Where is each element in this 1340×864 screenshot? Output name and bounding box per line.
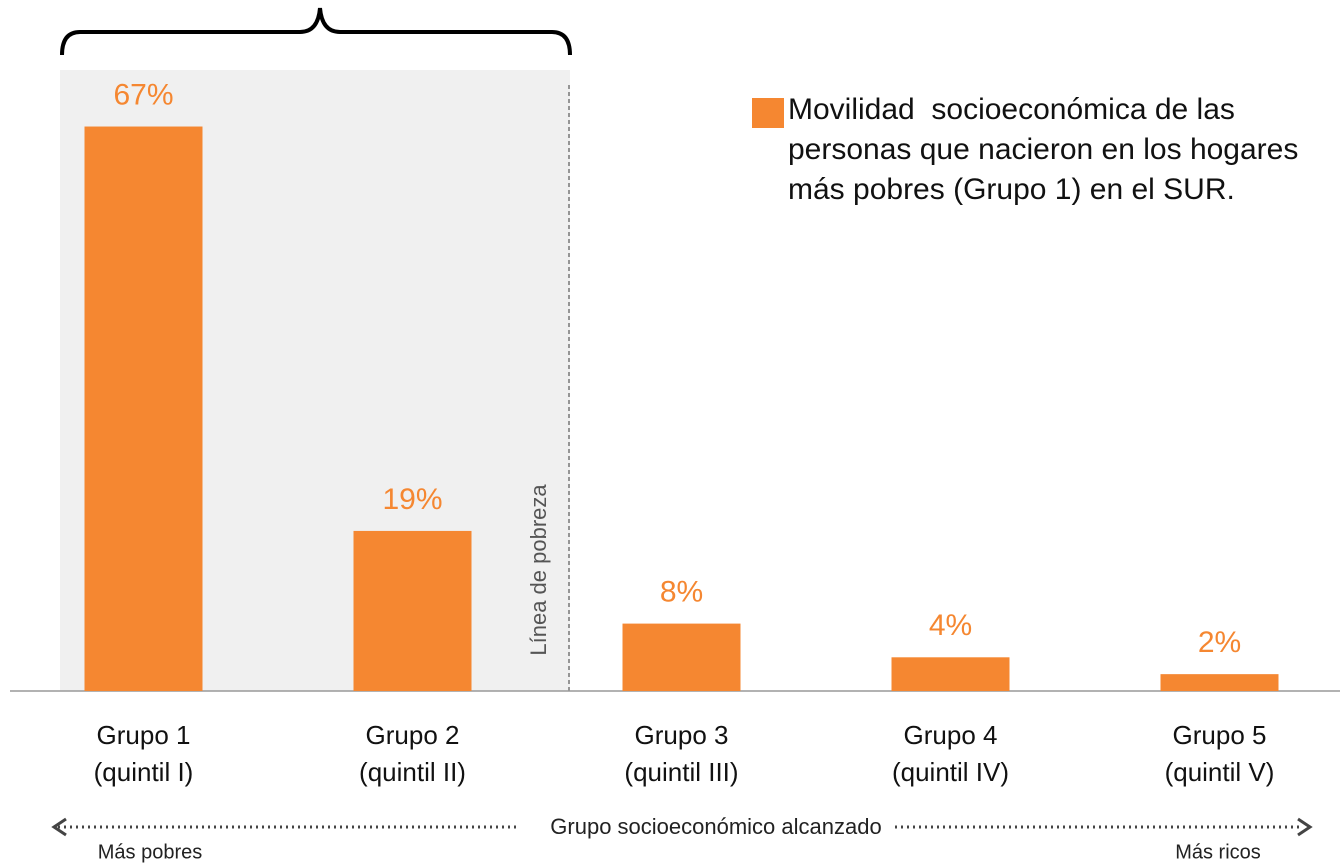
bar [353, 530, 472, 691]
x-tick-label: (quintil IV) [892, 757, 1009, 787]
bar [1160, 674, 1279, 691]
x-tick-label: Grupo 1 [97, 720, 191, 750]
x-tick-label: Grupo 5 [1173, 720, 1267, 750]
x-tick-label: (quintil V) [1165, 757, 1275, 787]
poverty-line-label: Línea de pobreza [526, 484, 551, 656]
value-label: 8% [660, 576, 703, 609]
value-label: 4% [929, 609, 972, 642]
x-tick-label: Grupo 4 [904, 720, 998, 750]
x-tick-label: Grupo 2 [366, 720, 460, 750]
legend-label: Movilidad socioeconómica de las personas… [788, 93, 1307, 206]
bar [622, 623, 741, 691]
arrow-head [51, 817, 67, 837]
value-label: 19% [382, 483, 442, 516]
x-tick-label: (quintil III) [624, 757, 738, 787]
x-tick-label: (quintil I) [94, 757, 194, 787]
x-tick-label: Grupo 3 [635, 720, 729, 750]
right-label: Más ricos [1175, 841, 1261, 863]
value-label: 2% [1198, 626, 1241, 659]
x-tick-label: (quintil II) [359, 757, 466, 787]
value-label: 67% [113, 78, 173, 111]
arrow-head [1297, 817, 1313, 837]
x-axis-title: Grupo socioeconómico alcanzado [550, 814, 881, 839]
legend: Movilidad socioeconómica de las personas… [752, 90, 1332, 210]
bar [891, 657, 1010, 691]
legend-swatch [752, 98, 784, 128]
bracket [60, 7, 572, 56]
bar [84, 126, 203, 691]
left-label: Más pobres [98, 841, 203, 863]
